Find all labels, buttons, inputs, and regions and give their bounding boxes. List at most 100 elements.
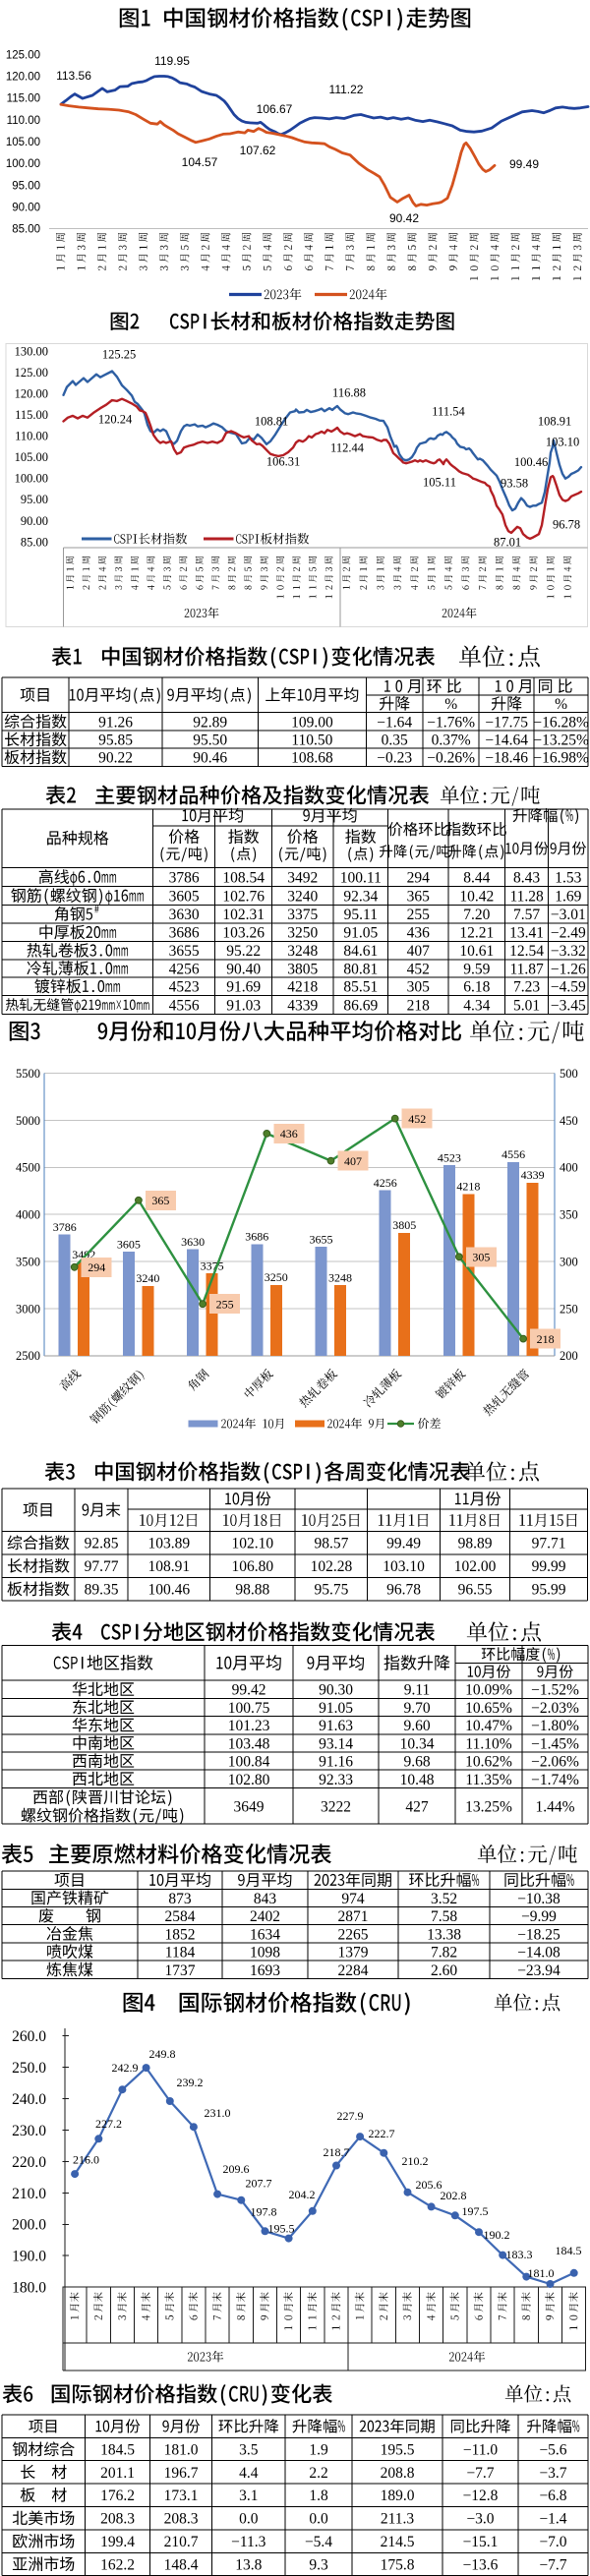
svg-text:3.5: 3.5	[239, 2442, 259, 2459]
svg-text:436: 436	[280, 1127, 298, 1141]
svg-text:90.00: 90.00	[21, 514, 48, 528]
svg-text:2.2: 2.2	[309, 2465, 327, 2482]
svg-text:98.89: 98.89	[458, 1536, 493, 1552]
svg-text:95.11: 95.11	[344, 907, 378, 923]
svg-text:4000: 4000	[16, 1208, 40, 1222]
svg-text:96.78: 96.78	[553, 517, 580, 531]
svg-text:110.00: 110.00	[7, 115, 40, 127]
svg-text:407: 407	[344, 1154, 362, 1168]
svg-text:3.52: 3.52	[431, 1891, 457, 1907]
svg-text:1693: 1693	[250, 1962, 280, 1979]
svg-text:200.0: 200.0	[12, 2217, 46, 2234]
svg-text:452: 452	[407, 962, 430, 978]
svg-text:−0.26%: −0.26%	[427, 750, 475, 767]
svg-text:11.35%: 11.35%	[465, 1772, 511, 1788]
svg-text:218: 218	[407, 998, 431, 1015]
svg-text:4218: 4218	[456, 1180, 480, 1194]
svg-text:1.44%: 1.44%	[535, 1799, 574, 1816]
svg-text:220.0: 220.0	[12, 2154, 46, 2171]
svg-text:436: 436	[407, 925, 431, 942]
svg-text:0.37%: 0.37%	[432, 732, 471, 749]
svg-text:242.9: 242.9	[112, 2061, 139, 2075]
svg-text:103.10: 103.10	[546, 435, 579, 448]
svg-text:108.54: 108.54	[222, 870, 265, 887]
svg-text:2584: 2584	[165, 1908, 196, 1925]
svg-text:110.50: 110.50	[291, 732, 332, 749]
svg-text:−2.49: −2.49	[551, 925, 586, 942]
svg-text:−9.99: −9.99	[521, 1908, 557, 1925]
svg-text:211.3: 211.3	[381, 2511, 415, 2528]
svg-text:1852: 1852	[165, 1926, 196, 1943]
svg-text:11.28: 11.28	[509, 889, 544, 906]
svg-text:−11.0: −11.0	[463, 2442, 499, 2459]
svg-text:104.57: 104.57	[182, 155, 218, 169]
svg-text:107.62: 107.62	[240, 144, 276, 157]
svg-text:3805: 3805	[392, 1218, 416, 1232]
svg-text:173.1: 173.1	[164, 2488, 199, 2504]
svg-text:10.62%: 10.62%	[465, 1754, 512, 1771]
svg-text:1737: 1737	[165, 1962, 196, 1979]
svg-text:90.22: 90.22	[98, 750, 133, 767]
svg-text:9.11: 9.11	[404, 1682, 431, 1699]
svg-text:4339: 4339	[287, 998, 318, 1015]
svg-text:−12.8: −12.8	[463, 2488, 499, 2504]
svg-text:5500: 5500	[16, 1067, 40, 1081]
svg-text:180.0: 180.0	[12, 2280, 46, 2297]
svg-text:−0.23: −0.23	[377, 750, 412, 767]
svg-text:−3.32: −3.32	[551, 943, 586, 960]
svg-text:12.21: 12.21	[459, 925, 494, 942]
svg-text:200: 200	[560, 1349, 578, 1363]
svg-text:115.00: 115.00	[15, 408, 48, 422]
svg-text:3500: 3500	[16, 1256, 40, 1269]
svg-text:175.8: 175.8	[381, 2557, 415, 2574]
svg-text:176.2: 176.2	[100, 2488, 135, 2504]
svg-text:216.0: 216.0	[73, 2153, 99, 2167]
svg-text:218.7: 218.7	[324, 2145, 350, 2159]
svg-text:−1.76%: −1.76%	[427, 714, 475, 731]
svg-text:99.49: 99.49	[509, 157, 539, 171]
svg-text:91.03: 91.03	[226, 998, 261, 1015]
svg-text:97.71: 97.71	[532, 1536, 566, 1552]
svg-text:102.31: 102.31	[222, 907, 265, 923]
svg-text:97.77: 97.77	[85, 1558, 119, 1575]
svg-text:−7.0: −7.0	[539, 2534, 566, 2550]
svg-text:305: 305	[407, 979, 431, 996]
svg-text:4.4: 4.4	[239, 2465, 259, 2482]
svg-text:100.84: 100.84	[228, 1754, 270, 1771]
svg-text:−10.38: −10.38	[517, 1891, 560, 1907]
svg-text:148.4: 148.4	[164, 2557, 199, 2574]
svg-text:−7.7: −7.7	[539, 2557, 566, 2574]
svg-text:4556: 4556	[502, 1147, 525, 1161]
svg-text:4256: 4256	[169, 962, 200, 978]
svg-text:92.34: 92.34	[343, 889, 378, 906]
svg-text:3686: 3686	[245, 1230, 268, 1244]
svg-text:108.68: 108.68	[291, 750, 333, 767]
svg-text:96.78: 96.78	[386, 1582, 421, 1599]
svg-text:130.00: 130.00	[15, 344, 48, 358]
svg-text:100.00: 100.00	[6, 158, 40, 170]
svg-text:10.48: 10.48	[400, 1772, 435, 1788]
svg-text:250: 250	[560, 1302, 578, 1316]
svg-text:−13.6: −13.6	[463, 2557, 499, 2574]
svg-text:102.28: 102.28	[311, 1558, 353, 1575]
svg-text:120.00: 120.00	[6, 72, 40, 84]
svg-text:102.10: 102.10	[231, 1536, 273, 1552]
svg-text:−2.03%: −2.03%	[531, 1700, 579, 1717]
svg-text:8.44: 8.44	[463, 870, 490, 887]
svg-text:231.0: 231.0	[205, 2106, 231, 2120]
svg-text:4556: 4556	[169, 998, 200, 1015]
svg-text:7.57: 7.57	[513, 907, 540, 923]
svg-text:8.43: 8.43	[513, 870, 540, 887]
svg-text:452: 452	[408, 1112, 426, 1126]
svg-text:162.2: 162.2	[100, 2557, 135, 2574]
svg-text:207.7: 207.7	[246, 2177, 272, 2191]
svg-text:183.3: 183.3	[506, 2248, 533, 2261]
svg-text:0.0: 0.0	[309, 2511, 328, 2528]
svg-text:3630: 3630	[169, 907, 200, 923]
svg-text:89.35: 89.35	[85, 1582, 119, 1599]
svg-text:105.00: 105.00	[6, 137, 40, 148]
svg-text:204.2: 204.2	[289, 2188, 316, 2201]
svg-text:108.81: 108.81	[255, 414, 288, 428]
svg-text:102.00: 102.00	[454, 1558, 497, 1575]
svg-text:100.11: 100.11	[340, 870, 382, 887]
